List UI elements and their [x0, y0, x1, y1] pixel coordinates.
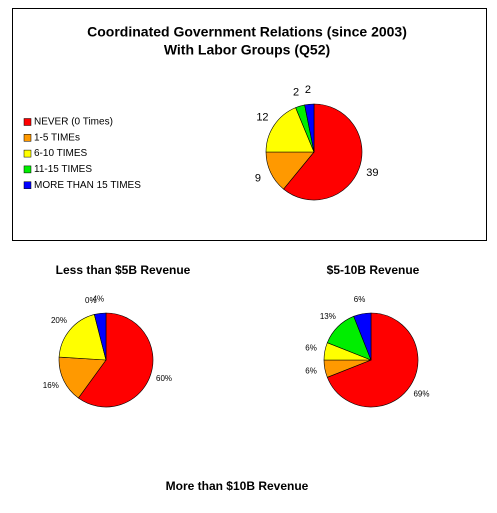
chart-title: Coordinated Government Relations (since … — [87, 24, 407, 40]
data-label: 16% — [43, 381, 59, 390]
data-label: 9 — [255, 172, 261, 184]
legend-label: 6-10 TIMES — [34, 148, 87, 159]
data-label: 0% — [85, 296, 97, 305]
data-label: 20% — [51, 316, 67, 325]
data-label: 69% — [413, 389, 429, 398]
data-label: 39 — [366, 167, 378, 179]
legend-swatch — [23, 118, 32, 126]
legend-label: 1-5 TIMEs — [34, 132, 80, 143]
data-label: 2 — [293, 87, 299, 99]
data-label: 6% — [354, 295, 366, 304]
chart-title: With Labor Groups (Q52) — [164, 42, 330, 58]
chart-frame — [12, 8, 487, 241]
chart-title: $5-10B Revenue — [327, 263, 420, 277]
legend-label: MORE THAN 15 TIMES — [34, 180, 141, 191]
chart-title: More than $10B Revenue — [166, 479, 309, 493]
pie-slice — [353, 312, 372, 361]
legend-label: 11-15 TIMES — [34, 164, 92, 175]
data-label: 6% — [305, 367, 317, 376]
pie-slice — [265, 107, 315, 153]
data-label: 12 — [256, 111, 268, 123]
pie-slice — [304, 103, 315, 153]
legend-swatch — [23, 134, 32, 142]
pie-slice — [326, 312, 419, 408]
data-label: 4% — [93, 295, 105, 304]
legend-label: NEVER (0 Times) — [34, 117, 113, 128]
pie-slice — [58, 356, 107, 399]
data-label: 60% — [156, 374, 172, 383]
legend-swatch — [23, 181, 32, 189]
data-label: 6% — [305, 344, 317, 353]
chart-title: Less than $5B Revenue — [56, 263, 191, 277]
data-label: 2 — [305, 84, 311, 96]
data-label: 13% — [320, 312, 336, 321]
legend-swatch — [23, 149, 32, 158]
pie-slice — [93, 312, 107, 361]
legend-swatch — [23, 165, 32, 174]
pie-slice — [77, 312, 154, 408]
pie-slice — [283, 103, 363, 201]
pie-slice — [58, 314, 107, 361]
